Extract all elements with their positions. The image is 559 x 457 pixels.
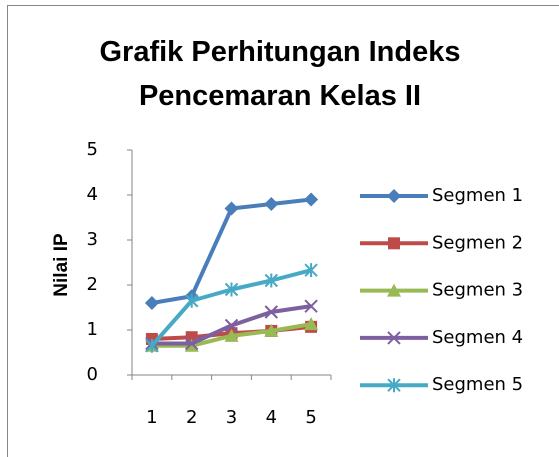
data-point bbox=[145, 338, 159, 353]
legend-marker bbox=[388, 237, 400, 250]
data-point bbox=[144, 296, 159, 310]
x-tick-label: 3 bbox=[226, 407, 237, 428]
data-point bbox=[264, 197, 279, 211]
data-point bbox=[184, 293, 199, 308]
y-tick-label: 2 bbox=[87, 274, 98, 295]
data-point bbox=[224, 201, 239, 216]
legend-marker bbox=[387, 331, 401, 345]
data-point bbox=[304, 192, 319, 207]
legend-label: Segmen 2 bbox=[432, 232, 523, 253]
legend-label: Segmen 1 bbox=[432, 185, 523, 206]
legend-marker bbox=[387, 189, 401, 203]
x-tick-label: 2 bbox=[186, 407, 197, 428]
data-point bbox=[264, 323, 279, 337]
y-tick-label: 4 bbox=[87, 184, 98, 205]
data-point bbox=[304, 263, 318, 278]
data-point bbox=[304, 299, 318, 313]
data-point bbox=[224, 328, 239, 342]
data-point bbox=[224, 318, 239, 333]
y-tick-label: 1 bbox=[87, 319, 98, 340]
x-tick-label: 4 bbox=[266, 407, 277, 428]
x-tick-label: 1 bbox=[146, 407, 157, 428]
y-tick-label: 3 bbox=[87, 229, 98, 250]
legend-marker bbox=[387, 378, 401, 393]
data-point bbox=[304, 317, 319, 331]
y-tick-label: 0 bbox=[87, 364, 98, 385]
x-tick-label: 5 bbox=[305, 407, 316, 428]
data-point bbox=[184, 336, 199, 351]
data-point bbox=[264, 273, 279, 288]
data-point bbox=[264, 305, 279, 319]
y-tick-label: 5 bbox=[87, 139, 98, 160]
y-axis-label: Nilai IP bbox=[51, 233, 72, 297]
legend-label: Segmen 5 bbox=[432, 374, 523, 395]
legend-marker bbox=[387, 283, 401, 297]
chart-border bbox=[7, 5, 559, 457]
data-point bbox=[224, 282, 239, 297]
chart-title: Grafik Perhitungan Indeks Pencemaran Kel… bbox=[99, 36, 461, 112]
legend-label: Segmen 3 bbox=[432, 280, 523, 301]
legend-label: Segmen 4 bbox=[432, 327, 523, 348]
